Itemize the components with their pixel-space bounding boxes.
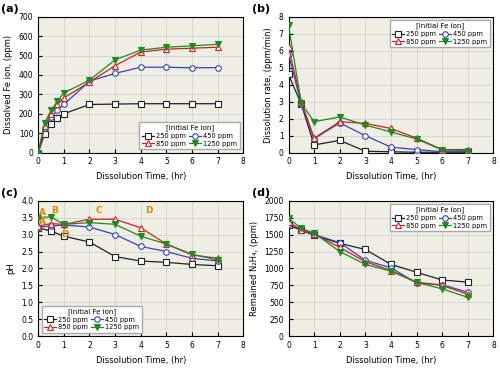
X-axis label: Dissolution Time, (hr): Dissolution Time, (hr) (346, 356, 436, 365)
Legend: 250 ppm, 850 ppm, 450 ppm, 1250 ppm: 250 ppm, 850 ppm, 450 ppm, 1250 ppm (140, 122, 240, 149)
Text: B: B (52, 206, 59, 215)
Text: A': A' (39, 217, 49, 226)
Y-axis label: Dissolved Fe ion, (ppm): Dissolved Fe ion, (ppm) (4, 35, 13, 134)
Text: (a): (a) (2, 4, 19, 14)
Text: (c): (c) (2, 188, 18, 198)
Legend: 250 ppm, 850 ppm, 450 ppm, 1250 ppm: 250 ppm, 850 ppm, 450 ppm, 1250 ppm (390, 204, 490, 231)
Text: D: D (146, 206, 153, 215)
Text: (d): (d) (252, 188, 270, 198)
X-axis label: Dissolution Time, (hr): Dissolution Time, (hr) (96, 356, 186, 365)
Y-axis label: Remained N₂H₄, (ppm): Remained N₂H₄, (ppm) (250, 221, 258, 316)
Legend: 250 ppm, 850 ppm, 450 ppm, 1250 ppm: 250 ppm, 850 ppm, 450 ppm, 1250 ppm (42, 306, 142, 333)
X-axis label: Dissolution Time, (hr): Dissolution Time, (hr) (96, 172, 186, 181)
X-axis label: Dissolution Time, (hr): Dissolution Time, (hr) (346, 172, 436, 181)
Text: A: A (39, 207, 46, 217)
Y-axis label: pH: pH (6, 263, 16, 275)
Text: (b): (b) (252, 4, 270, 14)
Text: C: C (95, 206, 102, 215)
Text: D: D (61, 230, 68, 239)
Y-axis label: Dissolution rate, (ppm/min): Dissolution rate, (ppm/min) (264, 27, 273, 142)
Legend: 250 ppm, 850 ppm, 450 ppm, 1250 ppm: 250 ppm, 850 ppm, 450 ppm, 1250 ppm (390, 20, 490, 48)
